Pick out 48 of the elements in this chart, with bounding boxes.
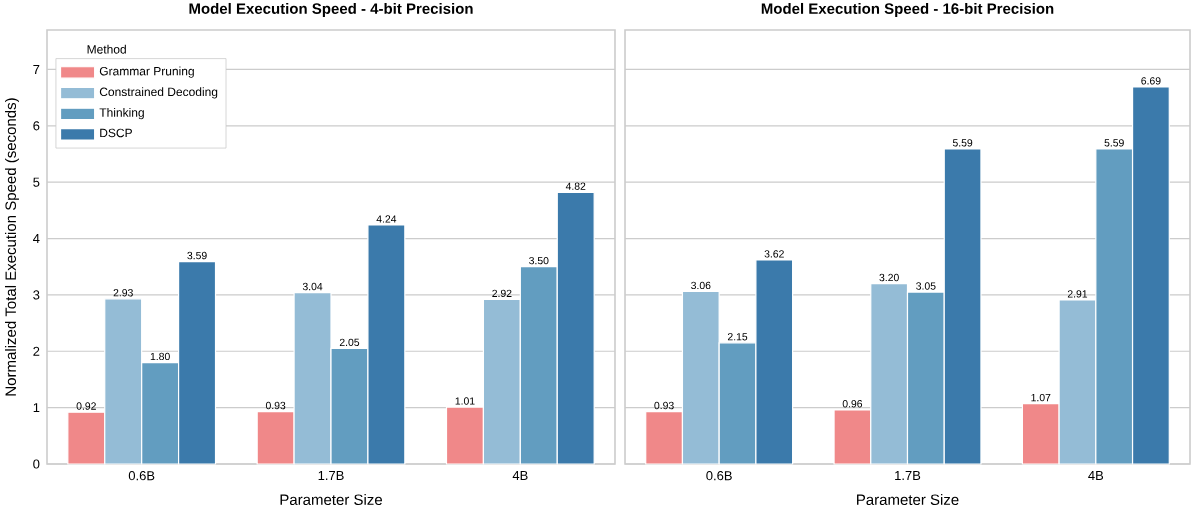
legend-title: Method — [87, 44, 126, 54]
y-tick-label: 4 — [33, 234, 40, 244]
data-label: 3.62 — [764, 250, 784, 258]
data-label: 3.04 — [302, 282, 323, 291]
legend-label: DSCP — [100, 128, 132, 138]
y-axis-title: Normalized Total Execution Speed (seconds) — [5, 98, 19, 396]
legend-label: Grammar Pruning — [99, 66, 194, 78]
data-label: 4.82 — [565, 182, 586, 190]
y-tick-label: 3 — [33, 290, 40, 300]
y-tick-label: 5 — [33, 177, 40, 187]
data-label: 2.92 — [492, 289, 512, 297]
y-tick-label: 7 — [33, 64, 40, 74]
y-tick-label: 2 — [33, 346, 40, 356]
chart-title: Model Execution Speed - 4-bit Precision — [189, 2, 473, 17]
data-label: 0.92 — [76, 402, 96, 410]
data-label: 1.80 — [150, 352, 170, 361]
data-label: 5.59 — [1104, 139, 1124, 147]
data-label: 1.01 — [455, 397, 475, 405]
data-label: 5.59 — [952, 139, 973, 147]
data-label: 2.15 — [727, 333, 748, 341]
data-label: 0.93 — [265, 401, 286, 410]
data-label: 2.91 — [1067, 290, 1088, 298]
data-label: 3.06 — [691, 281, 711, 290]
data-label: 2.93 — [113, 289, 133, 297]
data-label: 3.50 — [529, 256, 549, 265]
x-tick-label: 4B — [1088, 471, 1104, 480]
x-axis-title: Parameter Size — [280, 494, 383, 506]
y-tick-label: 0 — [33, 459, 40, 469]
x-tick-label: 0.6B — [706, 471, 732, 481]
data-label: 3.20 — [879, 273, 899, 282]
legend-label: Constrained Decoding — [99, 87, 218, 99]
x-tick-label: 1.7B — [318, 471, 344, 480]
legend-label: Thinking — [99, 107, 144, 120]
x-axis-title: Parameter Size — [857, 494, 959, 506]
x-tick-label: 4B — [512, 471, 528, 480]
x-tick-label: 1.7B — [895, 471, 921, 480]
y-tick-label: 1 — [33, 403, 40, 413]
data-label: 0.96 — [842, 400, 863, 408]
chart-title: Model Execution Speed - 16-bit Precision — [761, 2, 1054, 17]
data-label: 4.24 — [376, 215, 397, 223]
data-label: 3.05 — [916, 282, 936, 290]
data-label: 1.07 — [1031, 393, 1051, 402]
data-label: 2.05 — [339, 338, 360, 347]
data-label: 0.93 — [654, 401, 674, 410]
y-tick-label: 6 — [33, 121, 40, 131]
data-label: 6.69 — [1141, 77, 1161, 85]
x-tick-label: 0.6B — [128, 471, 155, 481]
data-label: 3.59 — [187, 251, 207, 260]
